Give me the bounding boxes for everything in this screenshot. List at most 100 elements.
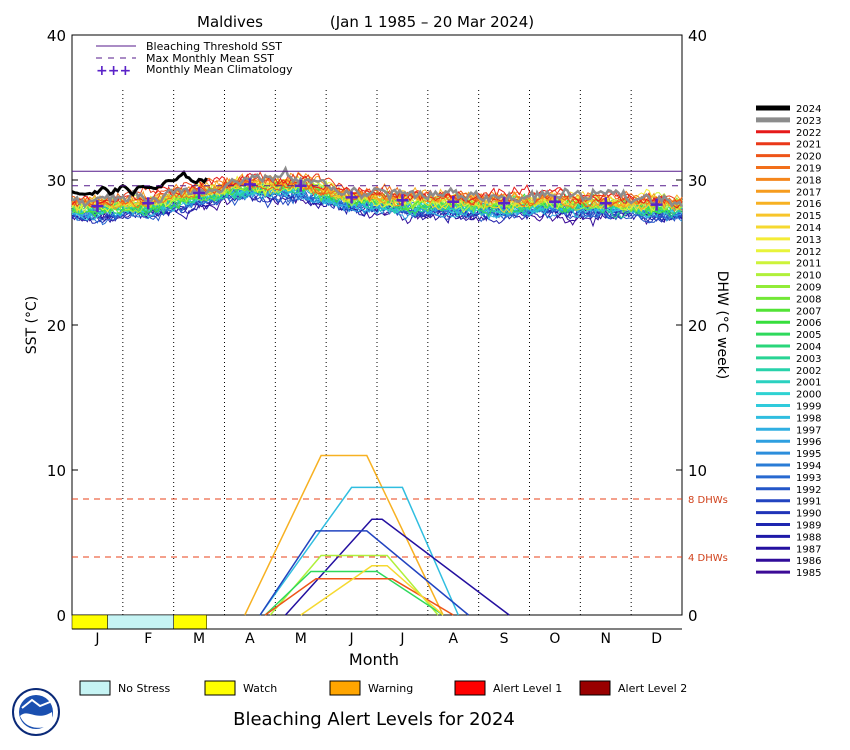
climatology-marker bbox=[447, 195, 460, 208]
month-tick-label: N bbox=[601, 631, 611, 647]
y-tick-label-right: 0 bbox=[688, 607, 698, 625]
climatology-marker bbox=[345, 191, 358, 204]
year-legend-label: 1998 bbox=[796, 413, 821, 424]
dhw-line-1998 bbox=[259, 486, 459, 616]
month-tick-label: O bbox=[549, 631, 560, 647]
year-legend-label: 2000 bbox=[796, 390, 821, 401]
legend-climatology-label: Monthly Mean Climatology bbox=[146, 63, 293, 76]
month-tick-label: A bbox=[448, 631, 458, 647]
month-tick-label: M bbox=[295, 631, 307, 647]
alert-strip-2024 bbox=[71, 614, 682, 630]
month-tick-label: F bbox=[144, 631, 152, 647]
dhw-line-1991 bbox=[259, 530, 469, 616]
month-gridlines bbox=[122, 90, 632, 615]
year-legend-label: 1986 bbox=[796, 556, 821, 567]
year-legend-label: 1993 bbox=[796, 473, 821, 484]
year-legend-label: 2023 bbox=[796, 116, 821, 127]
climatology-marker bbox=[548, 195, 561, 208]
y-tick-label-left: 20 bbox=[47, 317, 66, 335]
line-legend: Bleaching Threshold SST Max Monthly Mean… bbox=[96, 40, 293, 79]
year-legend-label: 2005 bbox=[796, 330, 821, 341]
alert-strip-segment bbox=[71, 614, 108, 630]
sst-line-2020 bbox=[71, 176, 683, 208]
year-legend-label: 2003 bbox=[796, 354, 821, 365]
chart-title-range: (Jan 1 1985 – 20 Mar 2024) bbox=[330, 13, 534, 31]
alert-legend-label: Alert Level 2 bbox=[618, 682, 687, 695]
alert-legend-swatch bbox=[454, 680, 486, 696]
year-legend-label: 1997 bbox=[796, 425, 821, 436]
reference-lines: 8 DHWs 4 DHWs bbox=[72, 170, 728, 564]
month-tick-label: J bbox=[94, 631, 99, 647]
sst-line-2023 bbox=[71, 165, 684, 209]
dhw-line-1987 bbox=[284, 518, 510, 616]
alert-strip-segment bbox=[173, 614, 207, 630]
y-axis-label-left: SST (°C) bbox=[24, 296, 40, 354]
month-tick-label: J bbox=[399, 631, 404, 647]
y-tick-label-right: 20 bbox=[688, 317, 707, 335]
alert-legend-label: Warning bbox=[368, 682, 413, 695]
year-legend-label: 2004 bbox=[796, 342, 821, 353]
year-legend-label: 2010 bbox=[796, 271, 821, 282]
y-tick-label-right: 40 bbox=[688, 27, 707, 45]
dhw-line-2020 bbox=[264, 578, 454, 616]
dhw-line-2014 bbox=[300, 564, 444, 616]
climatology-marker bbox=[650, 198, 663, 211]
sst-line-2024 bbox=[71, 170, 208, 197]
y-tick-label-left: 30 bbox=[47, 172, 66, 190]
climatology-marker bbox=[91, 200, 104, 213]
year-legend-label: 1992 bbox=[796, 485, 821, 496]
climatology-marker bbox=[243, 178, 256, 191]
chart-title-location: Maldives bbox=[197, 13, 263, 31]
year-legend-label: 2022 bbox=[796, 128, 821, 139]
month-tick-label: A bbox=[245, 631, 255, 647]
legend-climatology-swatch: +++ bbox=[96, 63, 131, 79]
alert-legend-label: No Stress bbox=[118, 682, 171, 695]
year-legend-label: 2014 bbox=[796, 223, 821, 234]
year-legend-label: 2012 bbox=[796, 247, 821, 258]
footer-title: Bleaching Alert Levels for 2024 bbox=[233, 709, 515, 730]
month-tick-label: J bbox=[349, 631, 354, 647]
y-axis-label-right: DHW (°C week) bbox=[714, 271, 730, 380]
noaa-logo bbox=[12, 688, 60, 736]
climatology-marker bbox=[599, 197, 612, 210]
alert-legend-label: Watch bbox=[243, 682, 277, 695]
year-legend-label: 2016 bbox=[796, 199, 821, 210]
year-legend-label: 2009 bbox=[796, 283, 821, 294]
year-legend-label: 1991 bbox=[796, 497, 821, 508]
year-legend-label: 2019 bbox=[796, 164, 821, 175]
dhw-line-2016 bbox=[244, 454, 444, 616]
dhw-threshold-label: 8 DHWs bbox=[688, 495, 728, 506]
year-legend-label: 2017 bbox=[796, 187, 821, 198]
alert-legend-label: Alert Level 1 bbox=[493, 682, 562, 695]
year-legend-label: 1989 bbox=[796, 521, 821, 532]
year-legend: 2024202320222021202020192018201720162015… bbox=[756, 104, 821, 579]
year-legend-label: 1987 bbox=[796, 544, 821, 555]
climatology-marker bbox=[193, 187, 206, 200]
month-tick-label: M bbox=[193, 631, 205, 647]
y-tick-label-left: 10 bbox=[47, 462, 66, 480]
y-tick-label-right: 10 bbox=[688, 462, 707, 480]
legend-mmm-label: Max Monthly Mean SST bbox=[146, 52, 274, 65]
year-legend-label: 1994 bbox=[796, 461, 821, 472]
dhw-line-2005 bbox=[264, 570, 444, 616]
year-legend-label: 1995 bbox=[796, 449, 821, 460]
alert-level-legend: No Stress Watch Warning Alert Level 1 Alert … bbox=[79, 680, 687, 696]
legend-threshold-label: Bleaching Threshold SST bbox=[146, 40, 282, 53]
x-axis-label: Month bbox=[349, 650, 399, 669]
year-legend-label: 2020 bbox=[796, 152, 821, 163]
dhw-threshold-label: 4 DHWs bbox=[688, 553, 728, 564]
y-tick-label-left: 40 bbox=[47, 27, 66, 45]
year-legend-label: 2018 bbox=[796, 175, 821, 186]
year-legend-label: 1996 bbox=[796, 437, 821, 448]
climatology-marker bbox=[142, 197, 155, 210]
year-legend-label: 2024 bbox=[796, 104, 821, 115]
year-legend-label: 2002 bbox=[796, 366, 821, 377]
year-legend-label: 1985 bbox=[796, 568, 821, 579]
y-tick-label-right: 30 bbox=[688, 172, 707, 190]
year-legend-label: 2008 bbox=[796, 294, 821, 305]
alert-strip-segment bbox=[107, 614, 174, 630]
dhw-series-group bbox=[244, 454, 510, 616]
alert-legend-swatch bbox=[329, 680, 361, 696]
alert-legend-swatch bbox=[79, 680, 111, 696]
